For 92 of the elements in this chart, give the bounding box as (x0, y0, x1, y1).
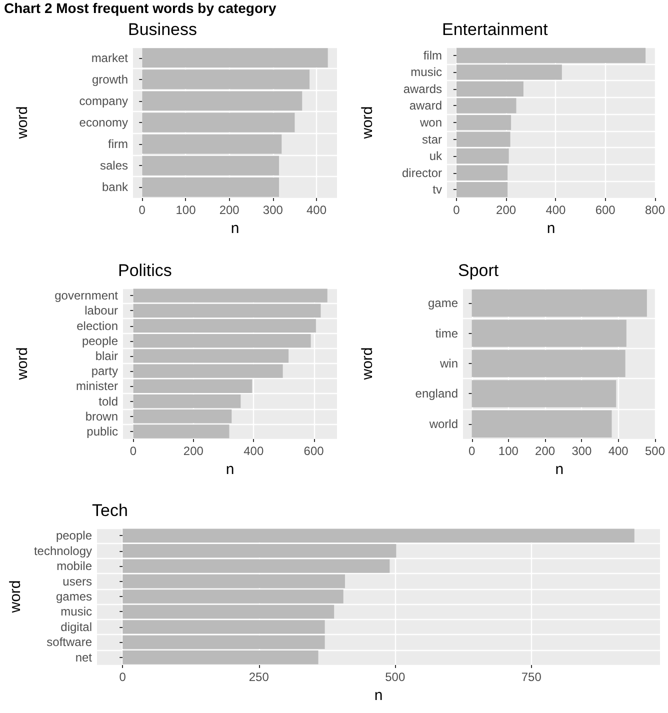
bar (142, 48, 328, 68)
y-tick-label: labour (84, 304, 118, 318)
x-tick-label: 300 (262, 203, 284, 217)
y-tick-label: blair (95, 348, 118, 363)
bar (142, 91, 302, 111)
x-tick-label: 800 (644, 203, 666, 217)
x-tick-label: 400 (546, 203, 566, 217)
y-tick-label: told (98, 394, 118, 408)
y-tick-label: world (428, 416, 458, 431)
chart-title: Tech (92, 501, 128, 520)
bar (142, 112, 295, 132)
chart-title: Politics (118, 261, 172, 280)
y-tick-label: director (402, 166, 442, 180)
x-tick-label: 400 (244, 444, 264, 458)
y-tick-label: people (82, 334, 118, 348)
y-tick-label: music (60, 604, 92, 619)
bar (142, 156, 280, 176)
bar (142, 178, 280, 197)
y-tick-label: games (56, 590, 92, 604)
chart-title: Sport (458, 261, 499, 280)
x-tick-label: 300 (572, 444, 592, 458)
chart-title: Entertainment (442, 20, 548, 39)
y-tick-label: technology (34, 544, 92, 558)
y-tick-label: digital (60, 620, 92, 634)
bar (472, 320, 626, 347)
y-tick-label: sales (100, 158, 128, 173)
y-tick-label: minister (76, 379, 118, 394)
y-tick-label: england (415, 386, 458, 401)
x-axis-title: n (230, 220, 240, 237)
y-tick-label: game (428, 296, 458, 310)
y-tick-label: mobile (56, 559, 92, 574)
x-tick-label: 0 (130, 444, 137, 458)
x-axis-title: n (555, 460, 564, 478)
x-tick-label: 200 (496, 203, 516, 217)
x-tick-label: 0 (453, 203, 460, 217)
y-axis-title: word (7, 580, 24, 614)
y-tick-label: win (438, 356, 458, 370)
x-tick-label: 600 (304, 444, 324, 458)
y-tick-label: uk (429, 149, 443, 164)
y-axis-title: word (14, 106, 31, 140)
y-tick-label: net (75, 650, 93, 664)
bar (142, 134, 282, 154)
bar (142, 70, 310, 90)
bar (472, 410, 612, 438)
y-tick-label: film (423, 48, 442, 62)
y-tick-label: firm (108, 137, 128, 152)
chart-title: Business (128, 20, 197, 39)
x-tick-label: 0 (468, 444, 476, 458)
y-tick-label: market (91, 50, 129, 65)
y-tick-label: time (435, 326, 458, 340)
y-tick-label: election (76, 318, 118, 333)
y-tick-label: party (91, 364, 118, 378)
y-tick-label: users (62, 574, 92, 588)
x-tick-label: 600 (595, 203, 616, 217)
x-tick-label: 400 (306, 203, 327, 217)
x-tick-label: 750 (521, 670, 542, 684)
y-tick-label: brown (85, 409, 118, 424)
x-tick-label: 500 (385, 670, 406, 684)
x-tick-label: 100 (498, 444, 519, 458)
y-tick-label: bank (102, 180, 129, 194)
bar (472, 290, 647, 317)
x-tick-label: 400 (608, 444, 629, 458)
x-tick-label: 0 (119, 670, 126, 684)
bar (472, 380, 616, 408)
x-tick-label: 0 (138, 203, 146, 217)
y-tick-label: economy (79, 116, 128, 130)
x-axis-title: n (374, 686, 383, 704)
x-tick-label: 200 (219, 203, 240, 217)
y-tick-label: awards (403, 82, 442, 96)
y-tick-label: star (422, 132, 442, 146)
y-axis-title: word (359, 106, 376, 140)
y-axis-title: word (359, 347, 376, 381)
y-tick-label: company (79, 94, 128, 108)
y-tick-label: won (418, 116, 442, 130)
y-tick-label: government (54, 288, 119, 303)
x-tick-label: 100 (176, 203, 196, 217)
x-tick-label: 200 (183, 444, 204, 458)
x-tick-label: 500 (644, 444, 666, 458)
x-axis-title: n (546, 220, 556, 237)
y-tick-label: tv (432, 182, 442, 197)
y-axis-title: word (14, 347, 31, 381)
x-tick-label: 200 (535, 444, 556, 458)
x-tick-label: 250 (248, 670, 270, 684)
y-tick-label: people (56, 528, 92, 543)
y-tick-label: software (46, 635, 92, 650)
y-tick-label: award (409, 98, 442, 113)
caption: Chart 2 Most frequent words by category (4, 0, 276, 16)
x-axis-title: n (226, 460, 234, 478)
y-tick-label: growth (92, 72, 128, 86)
bar (472, 350, 626, 378)
y-tick-label: public (86, 424, 118, 438)
y-tick-label: music (410, 65, 442, 80)
